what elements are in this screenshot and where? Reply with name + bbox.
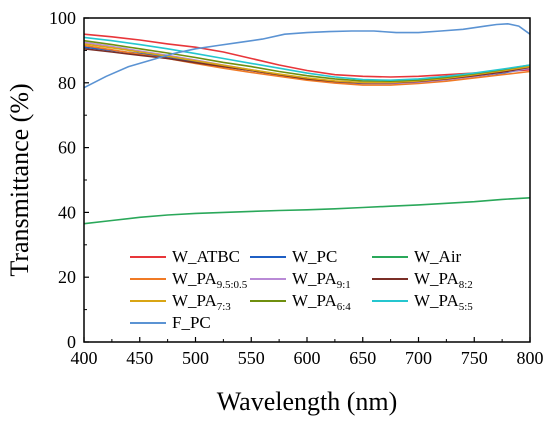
legend-label: W_PA7:3 bbox=[172, 291, 231, 313]
legend-label: W_PC bbox=[292, 247, 337, 266]
x-tick-label: 800 bbox=[517, 348, 544, 368]
legend-label: W_PA9.5:0.5 bbox=[172, 269, 248, 291]
x-tick-label: 400 bbox=[71, 348, 98, 368]
y-axis-label: Transmittance (%) bbox=[5, 83, 34, 276]
series-line-w-pa-5-5 bbox=[83, 36, 531, 81]
legend-label-subscript: 9.5:0.5 bbox=[217, 279, 248, 291]
legend-label: F_PC bbox=[172, 313, 211, 332]
legend-label-name: W_PA bbox=[172, 269, 217, 288]
legend-label: W_Air bbox=[414, 247, 462, 266]
axis-ticks: 400 450 500 550 600 650 700 750 800 0 20 40 60 80 100 bbox=[49, 8, 544, 368]
series-line-f-pc bbox=[83, 22, 531, 89]
legend-label-name: W_PA bbox=[172, 291, 217, 310]
legend-label: W_PA6:4 bbox=[292, 291, 351, 313]
series-line-w-pa-6-4 bbox=[83, 39, 531, 82]
legend-label-name: W_PA bbox=[414, 291, 459, 310]
y-tick-label: 0 bbox=[67, 332, 76, 352]
y-tick-label: 40 bbox=[58, 202, 76, 222]
legend-label: W_ATBC bbox=[172, 247, 240, 266]
legend-label: W_PA5:5 bbox=[414, 291, 473, 313]
legend-label-subscript: 5:5 bbox=[459, 301, 474, 313]
x-tick-label: 650 bbox=[349, 348, 376, 368]
legend-label: W_PA9:1 bbox=[292, 269, 351, 291]
y-tick-label: 60 bbox=[58, 138, 76, 158]
x-tick-label: 550 bbox=[238, 348, 265, 368]
x-tick-label: 750 bbox=[461, 348, 488, 368]
series-line-w-atbc bbox=[83, 33, 531, 78]
legend-label-name: W_Air bbox=[414, 247, 462, 266]
x-tick-label: 450 bbox=[126, 348, 153, 368]
legend-label-subscript: 6:4 bbox=[337, 301, 352, 313]
y-tick-label: 100 bbox=[49, 8, 76, 28]
legend-label-name: W_PA bbox=[292, 291, 337, 310]
y-tick-label: 20 bbox=[58, 267, 76, 287]
x-tick-label: 700 bbox=[405, 348, 432, 368]
legend-label-subscript: 7:3 bbox=[217, 301, 232, 313]
x-axis-label: Wavelength (nm) bbox=[217, 387, 398, 416]
plot-lines bbox=[83, 22, 531, 225]
series-line-w-pa-7-3 bbox=[83, 43, 531, 84]
x-tick-label: 600 bbox=[294, 348, 321, 368]
x-tick-label: 500 bbox=[182, 348, 209, 368]
legend-label-name: W_PA bbox=[292, 269, 337, 288]
legend-label-subscript: 9:1 bbox=[337, 279, 351, 291]
legend-label-subscript: 8:2 bbox=[459, 279, 473, 291]
legend-label: W_PA8:2 bbox=[414, 269, 473, 291]
legend-label-name: F_PC bbox=[172, 313, 211, 332]
series-line-w-air bbox=[83, 197, 531, 225]
y-tick-label: 80 bbox=[58, 73, 76, 93]
legend-label-name: W_ATBC bbox=[172, 247, 240, 266]
legend-label-name: W_PC bbox=[292, 247, 337, 266]
legend-label-name: W_PA bbox=[414, 269, 459, 288]
